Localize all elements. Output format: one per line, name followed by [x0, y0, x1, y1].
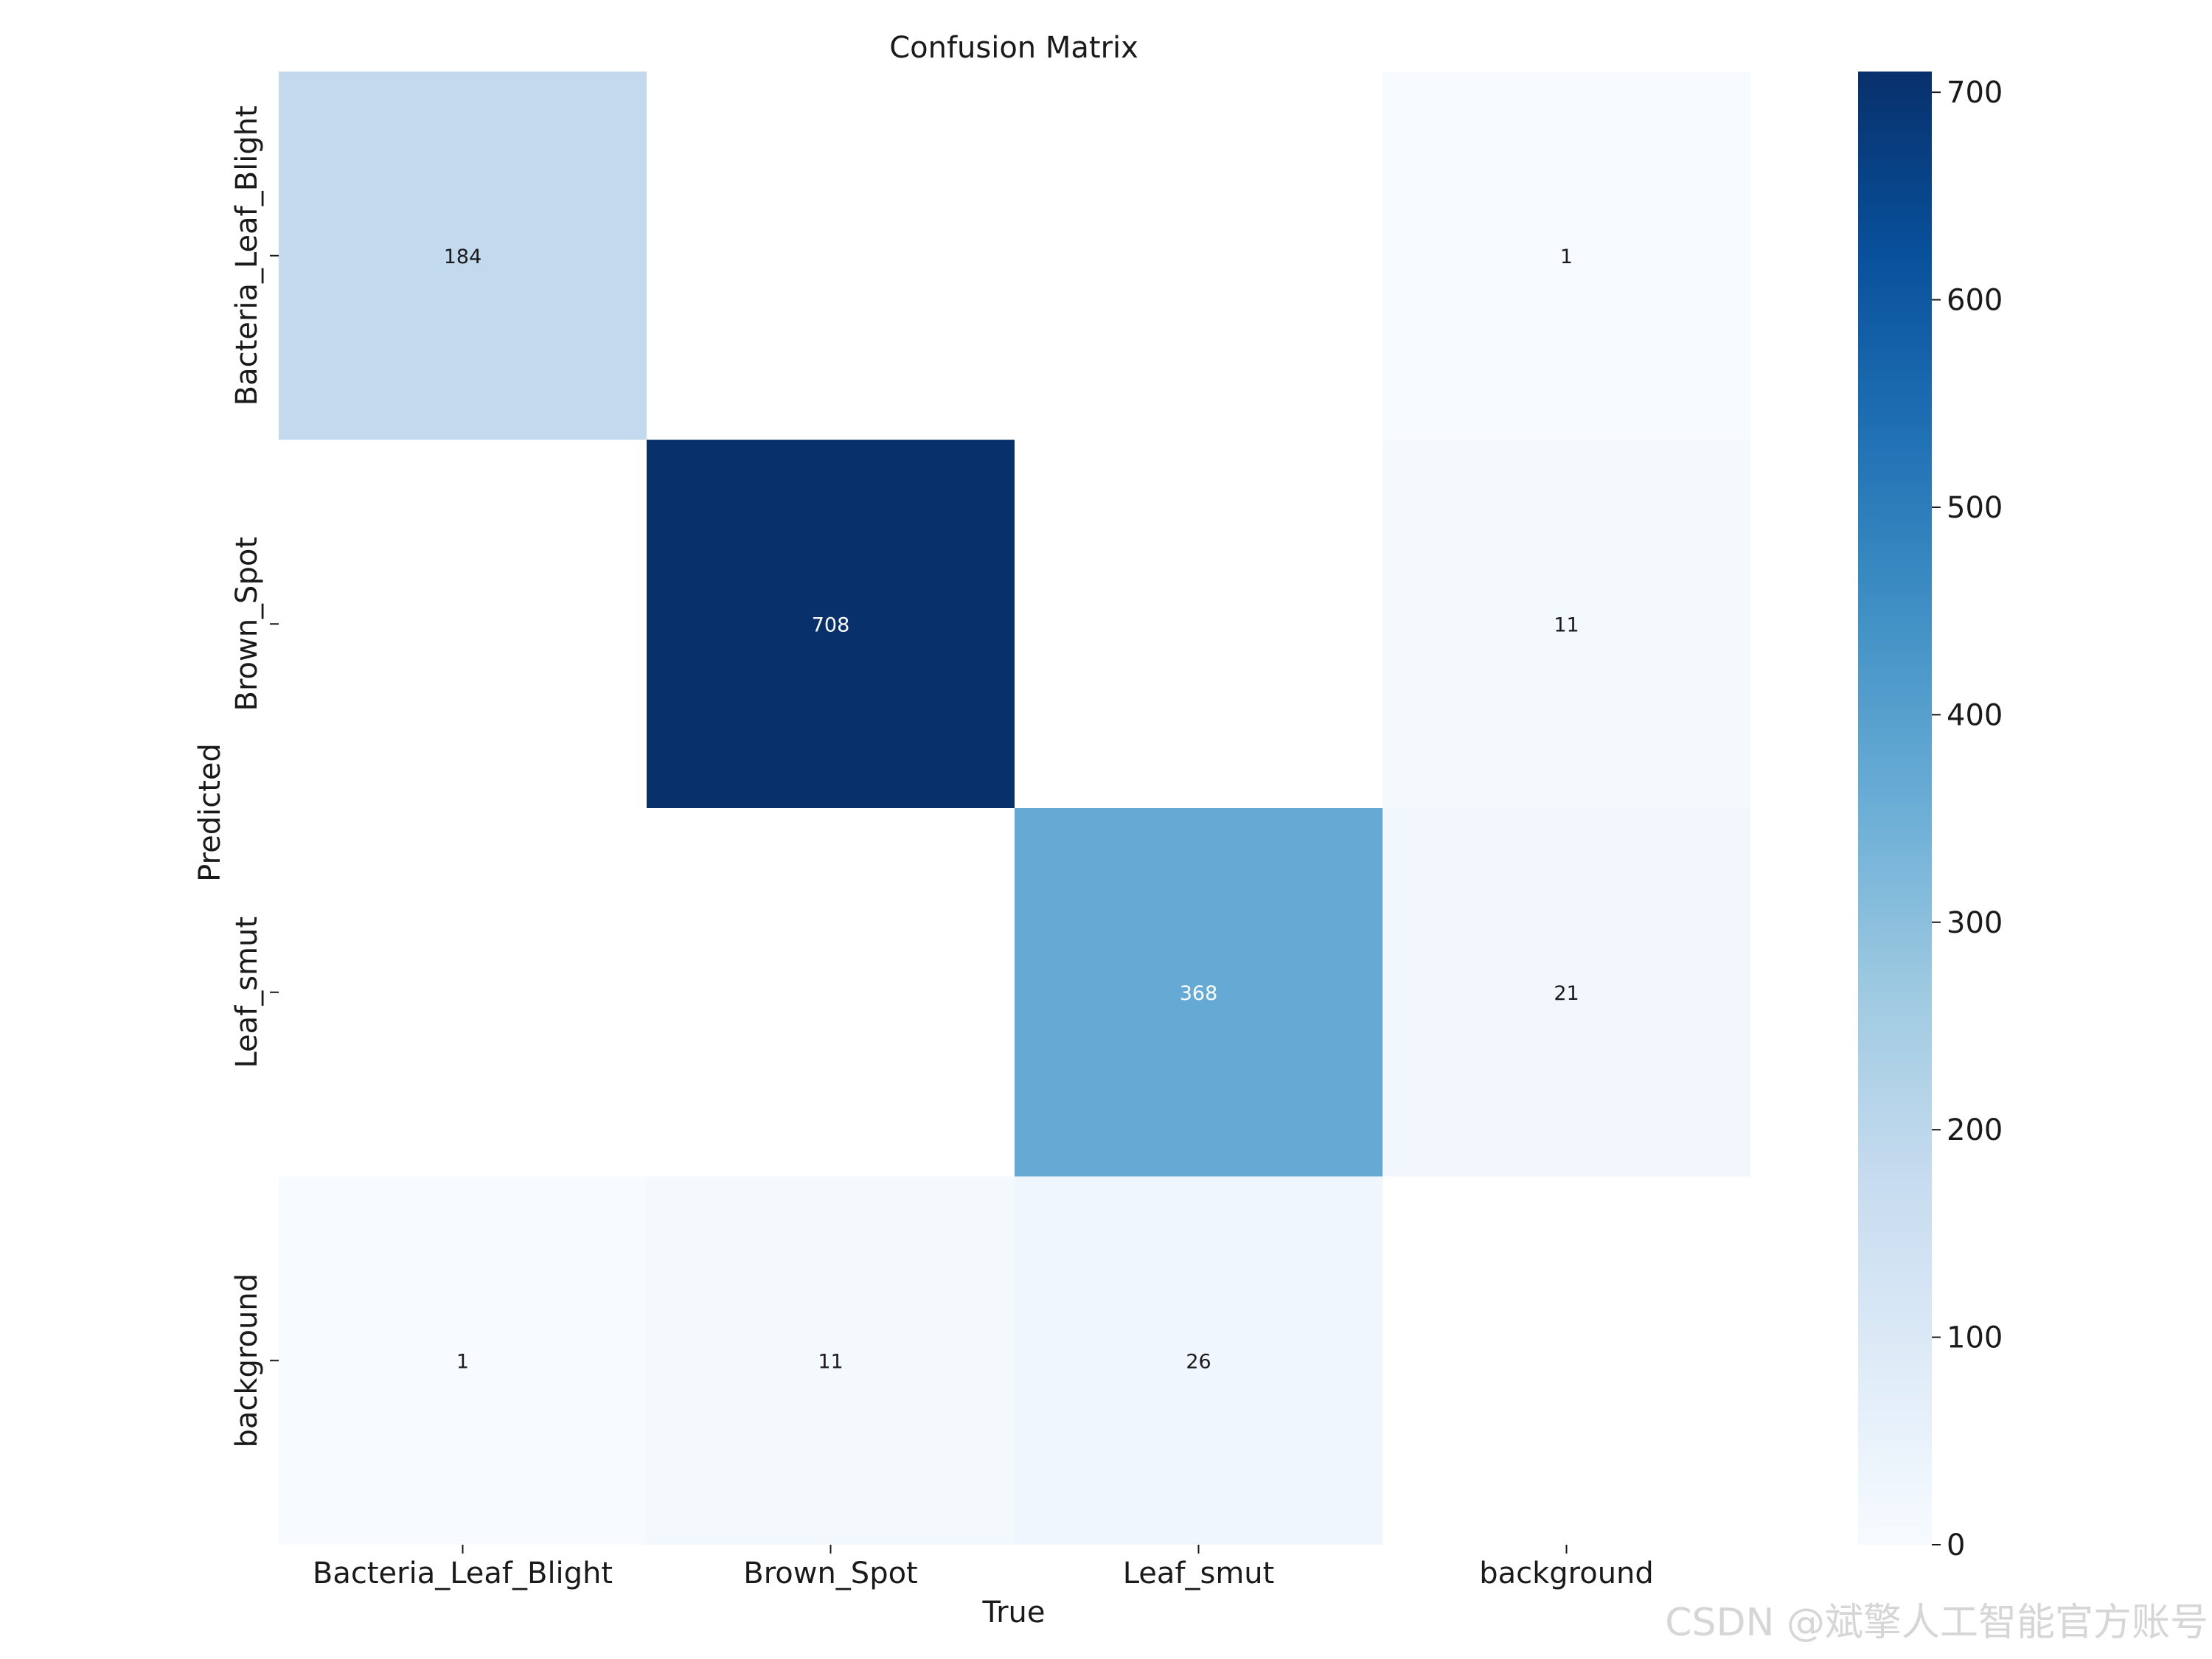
heatmap-cell — [1015, 808, 1382, 1177]
x-tick-label: Bacteria_Leaf_Blight — [313, 1557, 613, 1590]
cell-value-label: 26 — [1186, 1350, 1211, 1373]
cell-value-label: 368 — [1180, 982, 1218, 1005]
y-axis-label: Predicted — [193, 743, 227, 882]
x-axis-ticks: Bacteria_Leaf_Blight Brown_Spot Leaf_smut b… — [313, 1545, 1654, 1590]
cell-value-label: 11 — [1554, 613, 1579, 636]
y-tick-label: Brown_Spot — [230, 537, 264, 711]
colorbar-tick-label: 200 — [1947, 1113, 2003, 1147]
cell-value-label: 21 — [1554, 982, 1579, 1005]
y-axis-ticks: Bacteria_Leaf_Blight Brown_Spot Leaf_smutb… — [230, 105, 279, 1448]
heatmap-cell — [279, 72, 647, 440]
colorbar-tick-label: 0 — [1947, 1528, 1965, 1562]
cell-value-label: 1 — [1560, 246, 1573, 268]
colorbar-tick-label: 400 — [1947, 698, 2003, 732]
cell-value-label: 11 — [818, 1350, 843, 1373]
heatmap-cell — [647, 439, 1015, 808]
x-axis-label: True — [982, 1596, 1046, 1630]
heatmap-cell — [1382, 439, 1750, 808]
heatmap-cell — [647, 1176, 1015, 1545]
heatmap-cell — [279, 1176, 647, 1545]
cell-value-label: 708 — [812, 613, 850, 636]
y-tick-label: Leaf_smut — [230, 917, 264, 1068]
colorbar — [1858, 72, 1932, 1545]
colorbar-ticks: 0 100 200 300 400 500 600 700 — [1932, 76, 2003, 1562]
colorbar-tick-label: 300 — [1947, 906, 2003, 940]
cell-value-label: 184 — [444, 246, 482, 268]
watermark: CSDN @斌擎人工智能官方账号 — [1665, 1601, 2208, 1645]
colorbar-tick-label: 100 — [1947, 1321, 2003, 1355]
x-tick-label: background — [1479, 1557, 1654, 1590]
heatmap-cell — [1382, 808, 1750, 1177]
cell-value-label: 1 — [456, 1350, 469, 1373]
y-tick-label: Bacteria_Leaf_Blight — [230, 105, 264, 406]
colorbar-tick-label: 700 — [1947, 76, 2003, 110]
x-tick-label: Leaf_smut — [1123, 1557, 1275, 1590]
heatmap-cell — [1382, 72, 1750, 440]
heatmap-cell — [1015, 1176, 1382, 1545]
y-tick-label: background — [230, 1273, 264, 1448]
x-tick-label: Brown_Spot — [743, 1557, 917, 1590]
chart-title: Confusion Matrix — [889, 31, 1138, 65]
colorbar-tick-label: 600 — [1947, 284, 2003, 318]
colorbar-tick-label: 500 — [1947, 491, 2003, 525]
